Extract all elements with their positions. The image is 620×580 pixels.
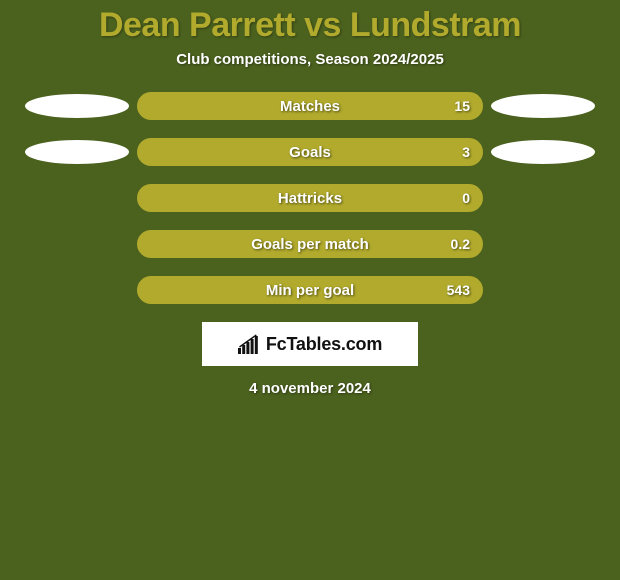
stat-pill: Goals per match 0.2: [137, 230, 483, 258]
comparison-card: Dean Parrett vs Lundstram Club competiti…: [0, 0, 620, 580]
stat-row: Goals 3: [0, 138, 620, 166]
stat-pill: Goals 3: [137, 138, 483, 166]
right-side: [483, 140, 603, 164]
left-side: [17, 140, 137, 164]
bar-chart-icon: [238, 334, 260, 354]
stat-pill: Hattricks 0: [137, 184, 483, 212]
logo-text: FcTables.com: [266, 334, 382, 355]
stat-row: Matches 15: [0, 92, 620, 120]
right-ellipse: [491, 140, 595, 164]
subtitle: Club competitions, Season 2024/2025: [0, 51, 620, 68]
stat-value-right: 0.2: [451, 236, 470, 252]
stat-value-right: 15: [454, 98, 470, 114]
stat-pill: Matches 15: [137, 92, 483, 120]
logo-box: FcTables.com: [202, 322, 418, 366]
stat-label: Goals per match: [251, 236, 369, 253]
logo: FcTables.com: [238, 334, 382, 355]
right-side: [483, 94, 603, 118]
left-ellipse: [25, 140, 129, 164]
left-side: [17, 94, 137, 118]
stat-value-right: 0: [462, 190, 470, 206]
stat-label: Goals: [289, 144, 331, 161]
right-ellipse: [491, 94, 595, 118]
stat-pill: Min per goal 543: [137, 276, 483, 304]
stat-row: Goals per match 0.2: [0, 230, 620, 258]
stat-value-right: 3: [462, 144, 470, 160]
stat-row: Min per goal 543: [0, 276, 620, 304]
left-ellipse: [25, 94, 129, 118]
stat-rows: Matches 15 Goals 3 Hattricks 0 Goals per match…: [0, 92, 620, 304]
stat-row: Hattricks 0: [0, 184, 620, 212]
stat-label: Hattricks: [278, 190, 342, 207]
stat-value-right: 543: [447, 282, 470, 298]
date-text: 4 november 2024: [0, 380, 620, 397]
page-title: Dean Parrett vs Lundstram: [0, 0, 620, 45]
stat-label: Matches: [280, 98, 340, 115]
stat-label: Min per goal: [266, 282, 354, 299]
